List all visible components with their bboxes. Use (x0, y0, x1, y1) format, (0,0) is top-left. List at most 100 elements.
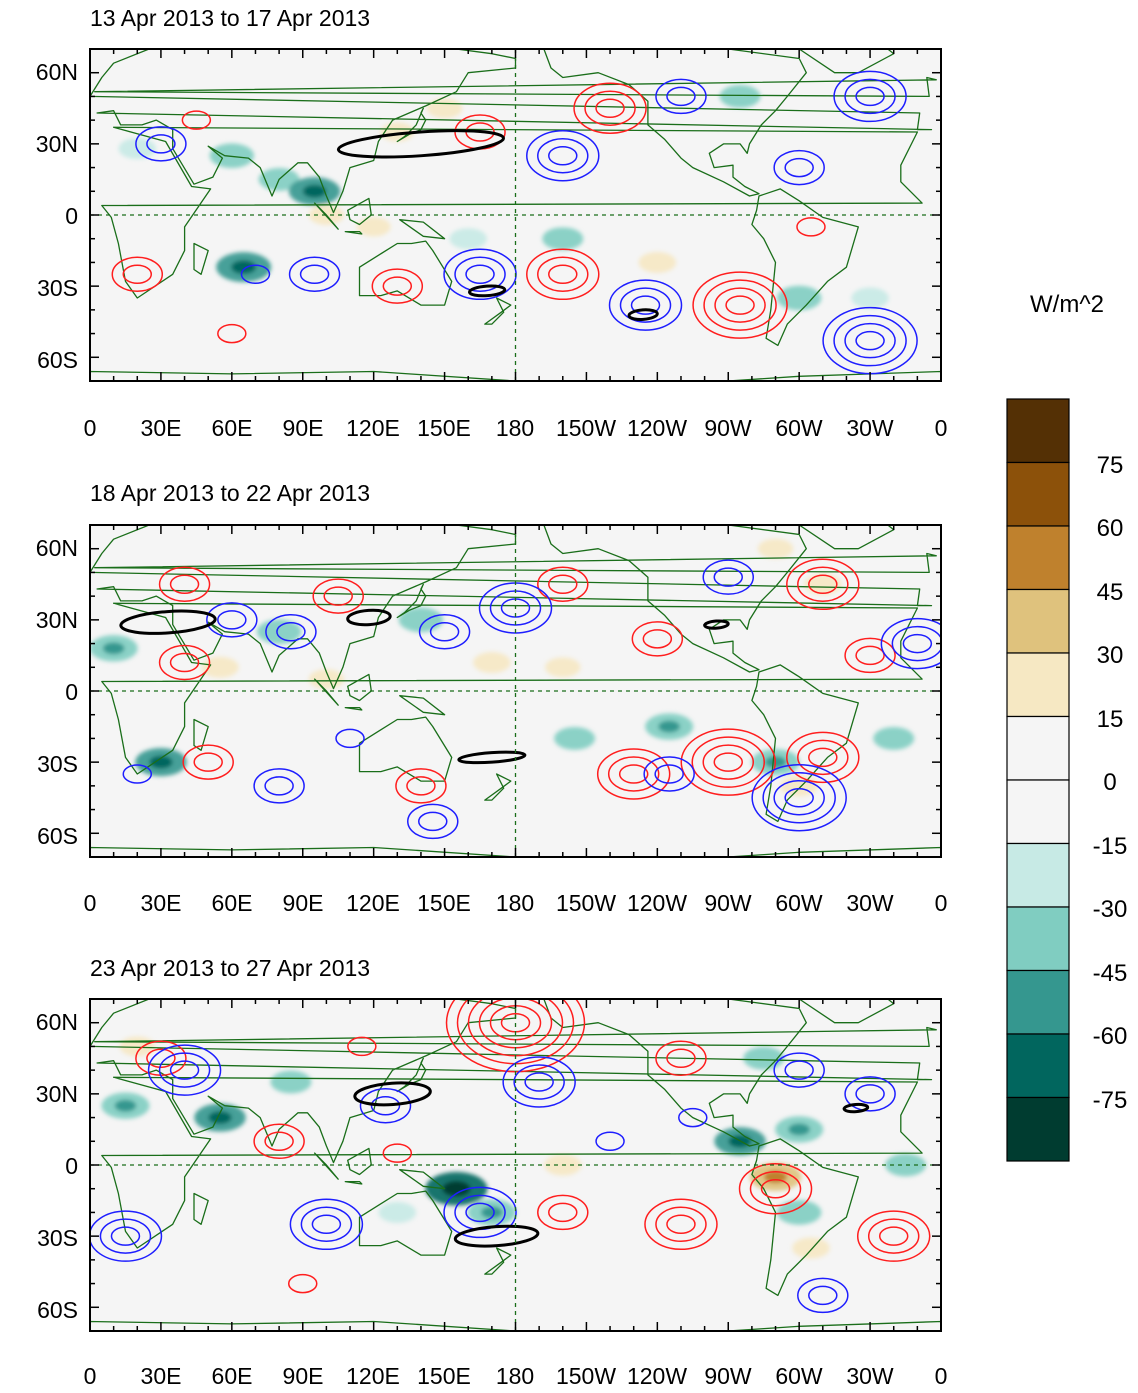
negative-contour (253, 768, 305, 804)
black-contour (627, 308, 659, 321)
negative-contour (264, 776, 294, 796)
negative-contour (773, 149, 825, 186)
colorbar-swatch (1006, 398, 1070, 464)
positive-contour (537, 566, 589, 603)
negative-contour (666, 86, 696, 107)
x-tick-label: 150W (556, 890, 616, 916)
y-axis-labels-3: 60N 30N 0 30S 60S (36, 1009, 78, 1323)
shading-blob (542, 227, 584, 251)
panel-title-2: 18 Apr 2013 to 22 Apr 2013 (90, 480, 370, 506)
coastline (313, 1152, 339, 1180)
negative-contour (359, 1087, 412, 1124)
positive-contour (395, 768, 447, 804)
shading-blob (776, 1200, 822, 1225)
positive-contour (122, 264, 153, 285)
colorbar-swatches (1006, 398, 1070, 1162)
coastline (193, 1192, 209, 1225)
map-panel-3: 23 Apr 2013 to 27 Apr 2013 60N 30N 0 30S… (36, 955, 948, 1389)
colorbar-label: -15 (1093, 833, 1128, 860)
black-contour (457, 750, 527, 765)
negative-contour (122, 764, 153, 784)
x-tick-label: 30E (141, 415, 182, 441)
shading-blob-core (208, 1111, 232, 1124)
positive-contour (347, 1036, 377, 1057)
coastline (751, 188, 859, 347)
positive-contour (382, 1143, 413, 1163)
coastline (798, 999, 895, 1024)
negative-contour (370, 1095, 401, 1116)
y-tick-label: 60S (37, 823, 78, 849)
negative-contour (844, 322, 896, 359)
shading-blob (209, 143, 255, 169)
shading-blob-core (442, 1181, 471, 1197)
shading-blob-core (481, 1206, 503, 1219)
colorbar-label: 0 (1103, 769, 1116, 796)
map-panel-1: 13 Apr 2013 to 17 Apr 2013 60N 30N 0 30S… (36, 5, 948, 441)
y-axis-labels-1: 60N 30N 0 30S 60S (36, 59, 78, 373)
shading-blob-core (231, 260, 257, 274)
negative-contour (240, 264, 271, 285)
x-tick-label: 60E (212, 1363, 253, 1389)
shading-blob (201, 656, 239, 678)
positive-contour (371, 268, 424, 304)
negative-contour (880, 617, 941, 670)
positive-contour (146, 1048, 176, 1069)
y-tick-label: 60N (36, 59, 78, 85)
shading-blob-core (114, 1099, 137, 1112)
negative-contour (751, 763, 847, 832)
positive-contour (382, 276, 413, 296)
coastline (94, 76, 937, 98)
coastline (347, 1147, 372, 1176)
black-contour (842, 1102, 870, 1114)
x-tick-label: 150E (417, 1363, 471, 1389)
negative-contour (654, 764, 684, 784)
negative-contour (833, 314, 907, 367)
y-tick-label: 60S (37, 1297, 78, 1323)
colorbar-label: 60 (1097, 515, 1124, 542)
negative-contour (147, 1044, 222, 1096)
positive-contour (655, 1040, 707, 1077)
x-tick-label: 180 (496, 890, 534, 916)
shading-blob (851, 287, 889, 309)
y-tick-label: 60S (37, 347, 78, 373)
negative-contour (418, 811, 448, 832)
negative-contour (524, 1072, 554, 1092)
negative-contour (158, 1052, 211, 1088)
positive-contour (786, 731, 860, 784)
negative-contour (855, 86, 885, 107)
positive-contour (618, 764, 649, 784)
coastline (344, 230, 363, 235)
coastline (193, 718, 209, 751)
positive-contour (111, 256, 164, 293)
positive-contour (169, 652, 200, 673)
y-tick-label: 60N (36, 1009, 78, 1035)
coastline (484, 1247, 512, 1275)
panel-title-3: 23 Apr 2013 to 27 Apr 2013 (90, 955, 370, 981)
positive-contour (288, 1273, 318, 1294)
colorbar-label: -45 (1093, 960, 1128, 987)
shading-blob (873, 727, 915, 750)
reference-lines-1 (90, 49, 941, 381)
coastline (751, 1138, 859, 1297)
negative-contour (206, 602, 258, 638)
shading-blob (449, 228, 487, 250)
coastline (358, 1190, 453, 1256)
x-tick-label: 0 (84, 415, 97, 441)
shading-blob (473, 652, 511, 674)
black-contour (353, 1081, 432, 1107)
coastline (543, 525, 807, 673)
colorbar-label: 45 (1097, 579, 1124, 606)
colorbar-swatch (1006, 779, 1070, 845)
positive-contour (844, 637, 896, 674)
panel-title-1: 13 Apr 2013 to 17 Apr 2013 (90, 5, 370, 31)
x-tick-label: 90E (283, 890, 324, 916)
positive-contour (738, 1162, 813, 1215)
positive-contour (537, 1194, 589, 1231)
y-tick-label: 0 (65, 679, 78, 705)
colorbar-swatch (1006, 525, 1070, 591)
colorbar-label: 30 (1097, 642, 1124, 669)
coastline (399, 695, 446, 716)
y-tick-label: 0 (65, 203, 78, 229)
negative-contour (678, 1107, 708, 1128)
